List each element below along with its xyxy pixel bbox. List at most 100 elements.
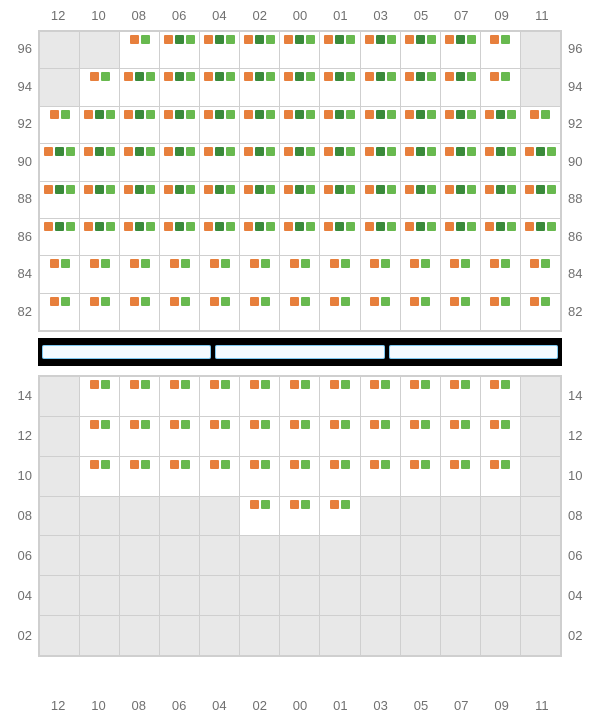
grid-cell[interactable] xyxy=(440,576,480,616)
grid-cell[interactable] xyxy=(240,256,280,293)
grid-cell[interactable] xyxy=(240,377,280,417)
grid-cell[interactable] xyxy=(280,218,320,255)
grid-cell[interactable] xyxy=(40,536,80,576)
grid-cell[interactable] xyxy=(360,256,400,293)
grid-cell[interactable] xyxy=(280,293,320,330)
grid-cell[interactable] xyxy=(440,32,480,69)
grid-cell[interactable] xyxy=(480,69,520,106)
grid-cell[interactable] xyxy=(360,377,400,417)
grid-cell[interactable] xyxy=(40,293,80,330)
grid-cell[interactable] xyxy=(520,293,560,330)
grid-cell[interactable] xyxy=(360,181,400,218)
grid-cell[interactable] xyxy=(320,256,360,293)
grid-cell[interactable] xyxy=(240,616,280,656)
grid-cell[interactable] xyxy=(160,106,200,143)
grid-cell[interactable] xyxy=(120,144,160,181)
grid-cell[interactable] xyxy=(160,144,200,181)
grid-cell[interactable] xyxy=(480,536,520,576)
grid-cell[interactable] xyxy=(320,293,360,330)
grid-cell[interactable] xyxy=(80,32,120,69)
grid-cell[interactable] xyxy=(400,106,440,143)
grid-cell[interactable] xyxy=(320,536,360,576)
grid-cell[interactable] xyxy=(200,69,240,106)
grid-cell[interactable] xyxy=(280,456,320,496)
grid-cell[interactable] xyxy=(320,32,360,69)
grid-cell[interactable] xyxy=(480,616,520,656)
grid-cell[interactable] xyxy=(520,144,560,181)
grid-cell[interactable] xyxy=(480,293,520,330)
grid-cell[interactable] xyxy=(480,456,520,496)
grid-cell[interactable] xyxy=(520,218,560,255)
grid-cell[interactable] xyxy=(280,536,320,576)
grid-cell[interactable] xyxy=(40,456,80,496)
grid-cell[interactable] xyxy=(520,256,560,293)
grid-cell[interactable] xyxy=(240,69,280,106)
grid-cell[interactable] xyxy=(440,293,480,330)
grid-cell[interactable] xyxy=(80,576,120,616)
grid-cell[interactable] xyxy=(120,456,160,496)
grid-cell[interactable] xyxy=(120,416,160,456)
grid-cell[interactable] xyxy=(320,416,360,456)
grid-cell[interactable] xyxy=(40,416,80,456)
grid-cell[interactable] xyxy=(280,69,320,106)
grid-cell[interactable] xyxy=(360,536,400,576)
grid-cell[interactable] xyxy=(480,377,520,417)
grid-cell[interactable] xyxy=(120,536,160,576)
grid-cell[interactable] xyxy=(400,256,440,293)
grid-cell[interactable] xyxy=(120,576,160,616)
grid-cell[interactable] xyxy=(120,69,160,106)
grid-cell[interactable] xyxy=(40,616,80,656)
grid-cell[interactable] xyxy=(400,416,440,456)
grid-cell[interactable] xyxy=(240,576,280,616)
grid-cell[interactable] xyxy=(200,496,240,536)
grid-cell[interactable] xyxy=(280,496,320,536)
grid-cell[interactable] xyxy=(120,496,160,536)
grid-cell[interactable] xyxy=(480,576,520,616)
grid-cell[interactable] xyxy=(80,616,120,656)
grid-cell[interactable] xyxy=(520,69,560,106)
grid-cell[interactable] xyxy=(40,181,80,218)
grid-cell[interactable] xyxy=(240,496,280,536)
grid-cell[interactable] xyxy=(80,218,120,255)
grid-cell[interactable] xyxy=(360,616,400,656)
grid-cell[interactable] xyxy=(400,536,440,576)
grid-cell[interactable] xyxy=(480,106,520,143)
grid-cell[interactable] xyxy=(40,106,80,143)
grid-cell[interactable] xyxy=(360,496,400,536)
grid-cell[interactable] xyxy=(80,293,120,330)
grid-cell[interactable] xyxy=(240,106,280,143)
grid-cell[interactable] xyxy=(120,106,160,143)
grid-cell[interactable] xyxy=(320,218,360,255)
grid-cell[interactable] xyxy=(160,293,200,330)
grid-cell[interactable] xyxy=(480,256,520,293)
grid-cell[interactable] xyxy=(400,576,440,616)
grid-cell[interactable] xyxy=(120,218,160,255)
grid-cell[interactable] xyxy=(480,181,520,218)
grid-cell[interactable] xyxy=(160,576,200,616)
grid-cell[interactable] xyxy=(160,416,200,456)
grid-cell[interactable] xyxy=(400,496,440,536)
grid-cell[interactable] xyxy=(440,144,480,181)
grid-cell[interactable] xyxy=(360,218,400,255)
grid-cell[interactable] xyxy=(200,32,240,69)
grid-cell[interactable] xyxy=(120,377,160,417)
grid-cell[interactable] xyxy=(320,496,360,536)
grid-cell[interactable] xyxy=(160,536,200,576)
grid-cell[interactable] xyxy=(440,616,480,656)
grid-cell[interactable] xyxy=(400,32,440,69)
grid-cell[interactable] xyxy=(240,181,280,218)
grid-cell[interactable] xyxy=(240,293,280,330)
grid-cell[interactable] xyxy=(240,416,280,456)
grid-cell[interactable] xyxy=(200,181,240,218)
grid-cell[interactable] xyxy=(200,416,240,456)
grid-cell[interactable] xyxy=(120,616,160,656)
grid-cell[interactable] xyxy=(80,181,120,218)
grid-cell[interactable] xyxy=(400,293,440,330)
grid-cell[interactable] xyxy=(440,106,480,143)
grid-cell[interactable] xyxy=(160,377,200,417)
grid-cell[interactable] xyxy=(360,144,400,181)
grid-cell[interactable] xyxy=(40,576,80,616)
grid-cell[interactable] xyxy=(480,144,520,181)
grid-cell[interactable] xyxy=(160,256,200,293)
grid-cell[interactable] xyxy=(440,377,480,417)
